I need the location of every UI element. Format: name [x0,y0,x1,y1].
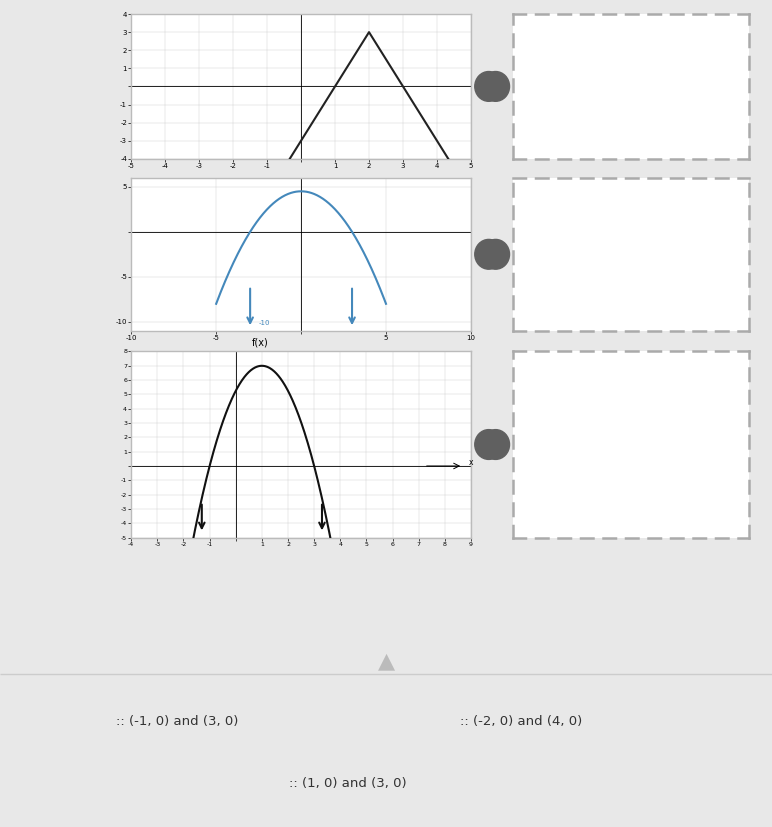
Text: ▲: ▲ [378,652,394,672]
Text: x: x [469,458,472,467]
Text: f(x): f(x) [252,337,269,347]
Text: :: (1, 0) and (3, 0): :: (1, 0) and (3, 0) [289,777,406,790]
Text: :: (-1, 0) and (3, 0): :: (-1, 0) and (3, 0) [117,715,239,728]
Text: :: (-2, 0) and (4, 0): :: (-2, 0) and (4, 0) [460,715,582,728]
Text: -10: -10 [259,320,270,327]
